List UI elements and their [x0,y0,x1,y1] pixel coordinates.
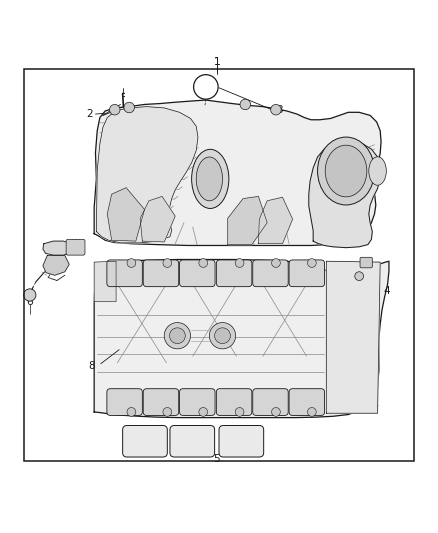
Circle shape [235,259,244,268]
Circle shape [272,408,280,416]
Circle shape [127,408,136,416]
Ellipse shape [369,157,386,185]
FancyBboxPatch shape [289,260,325,287]
FancyBboxPatch shape [216,389,252,415]
Circle shape [307,408,316,416]
Ellipse shape [318,137,374,205]
Polygon shape [258,197,293,244]
Polygon shape [228,197,267,245]
Polygon shape [140,197,175,242]
Polygon shape [43,241,74,255]
FancyBboxPatch shape [180,260,215,287]
Ellipse shape [196,157,223,201]
Circle shape [199,408,208,416]
FancyBboxPatch shape [143,389,179,415]
Polygon shape [96,107,198,243]
Text: 3: 3 [276,104,283,115]
Ellipse shape [191,149,229,208]
Circle shape [24,289,36,301]
FancyBboxPatch shape [180,389,215,415]
Circle shape [163,259,172,268]
Circle shape [209,322,236,349]
Text: 6: 6 [26,296,33,306]
FancyBboxPatch shape [216,260,252,287]
FancyBboxPatch shape [123,425,167,457]
FancyBboxPatch shape [289,389,325,415]
FancyBboxPatch shape [107,389,142,415]
FancyBboxPatch shape [360,257,372,268]
FancyBboxPatch shape [253,260,288,287]
FancyBboxPatch shape [107,260,142,287]
Text: 1: 1 [213,56,220,67]
Polygon shape [107,188,145,241]
Circle shape [127,259,136,268]
Text: 4: 4 [383,286,390,296]
Ellipse shape [325,145,367,197]
Text: 8: 8 [88,361,95,372]
Polygon shape [326,261,380,413]
FancyBboxPatch shape [66,239,85,255]
FancyBboxPatch shape [143,260,179,287]
Circle shape [215,328,230,344]
Circle shape [271,104,281,115]
Circle shape [235,408,244,416]
Circle shape [199,259,208,268]
Circle shape [164,322,191,349]
Bar [24,69,414,462]
Circle shape [240,99,251,110]
Polygon shape [94,261,116,302]
Circle shape [110,104,120,115]
Circle shape [307,259,316,268]
Polygon shape [94,260,389,418]
Text: 1: 1 [213,57,220,67]
Text: 7: 7 [63,244,70,254]
Polygon shape [309,141,380,248]
Circle shape [355,272,364,280]
FancyBboxPatch shape [170,425,215,457]
Text: 2: 2 [86,109,93,119]
Circle shape [170,328,185,344]
Polygon shape [43,255,69,275]
Text: 5: 5 [213,454,220,464]
FancyBboxPatch shape [253,389,288,415]
Circle shape [272,259,280,268]
Circle shape [163,408,172,416]
Polygon shape [94,100,381,246]
Circle shape [124,102,134,113]
FancyBboxPatch shape [219,425,264,457]
